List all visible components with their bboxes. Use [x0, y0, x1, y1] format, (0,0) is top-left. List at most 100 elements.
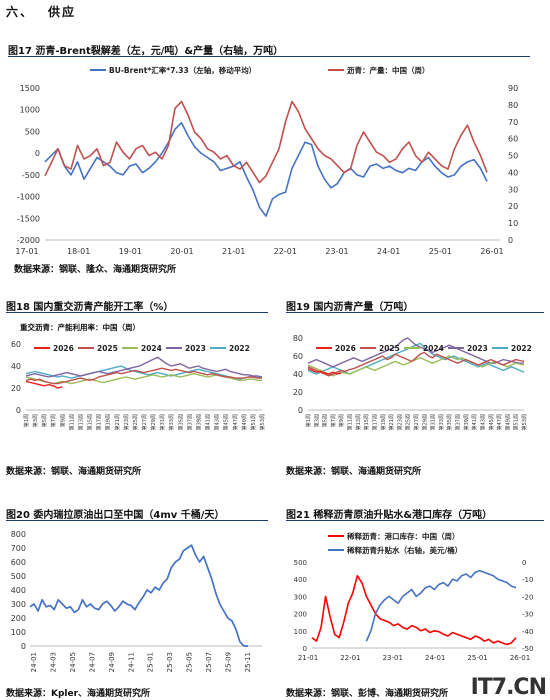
fig17-yright-tick-3: 30	[508, 185, 518, 194]
fig18-xlabel-3: 第7周	[50, 414, 57, 427]
fig18-series-4-line	[25, 365, 263, 380]
fig18-xlabel-9: 第19周	[105, 414, 112, 430]
fig20-ytick-7: 700	[11, 544, 26, 553]
fig17-xlabel-5: 22-01	[274, 247, 297, 256]
fig21-xlabel-0: 21-01	[298, 654, 318, 662]
fig20-ytick-5: 500	[11, 572, 26, 581]
fig19-source: 数据来源：钢联、海通期货研究所	[286, 467, 422, 477]
fig19-xlabel-2: 第5周	[322, 414, 329, 427]
fig19-xlabel-19: 第39周	[463, 414, 470, 430]
fig17-yright-tick-9: 90	[508, 84, 518, 93]
fig18-xlabel-11: 第23周	[123, 414, 130, 430]
fig21-xlabel-5: 26-01	[510, 654, 530, 662]
fig20-xlabel-7: 25-03	[166, 652, 174, 672]
fig17-yleft-tick-3: -500	[22, 171, 40, 180]
fig20-ytick-2: 200	[11, 614, 26, 623]
fig17-yright-tick-8: 80	[508, 101, 518, 110]
fig18-xlabel-10: 第21周	[114, 414, 121, 430]
fig19-ytick-3: 60	[293, 352, 303, 361]
fig18-xlabel-2: 第5周	[41, 414, 48, 427]
fig17-source: 数据来源：钢联、隆众、海通期货研究所	[14, 265, 177, 275]
fig18-xlabel-24: 第49周	[241, 414, 248, 430]
fig20-xlabel-5: 24-11	[127, 652, 135, 672]
fig19-xlabel-25: 第51周	[513, 414, 520, 430]
fig19-xlabel-5: 第11周	[347, 414, 354, 430]
fig17-series-1-line	[44, 100, 488, 184]
fig18-xlabel-14: 第29周	[150, 414, 157, 430]
fig18-source: 数据来源：钢联、海通期货研究所	[6, 467, 142, 477]
fig19-xlabel-18: 第37周	[455, 414, 462, 430]
fig21-yleft-tick-4: 400	[294, 576, 307, 584]
fig19-xlabel-3: 第7周	[330, 414, 337, 427]
fig19-xlabel-1: 第3周	[313, 414, 320, 427]
fig21-yleft-tick-5: 500	[294, 559, 307, 567]
fig17-yright-tick-2: 20	[508, 202, 518, 211]
fig20-xlabel-0: 24-01	[30, 652, 38, 672]
fig19-xlabel-10: 第21周	[388, 414, 395, 430]
fig21-yright-tick-4: -10	[522, 576, 533, 584]
fig19-xlabel-17: 第35周	[446, 414, 453, 430]
fig17-yleft-tick-1: -1500	[17, 214, 40, 223]
fig18-rule	[6, 312, 268, 313]
fig19-rule	[286, 312, 544, 313]
fig20-xlabel-10: 25-09	[225, 652, 233, 672]
fig17-yright-tick-0: 0	[508, 236, 513, 245]
fig18-xlabel-4: 第9周	[59, 414, 66, 427]
fig21-yright-tick-5: 0	[522, 559, 526, 567]
fig21-yleft-tick-0: 0	[303, 645, 307, 653]
fig18-xlabel-15: 第31周	[159, 414, 166, 430]
fig18-xlabel-25: 第51周	[250, 414, 257, 430]
fig20-xlabel-11: 25-11	[244, 652, 252, 672]
fig21-xlabel-1: 22-01	[340, 654, 360, 662]
fig19-legend-3-label: 2023	[467, 344, 488, 353]
fig19-chart: 0 20 40 60 80 第1周 第3周 第5周 第7周 第9周 第11周 第13周 第15周 第17周…	[293, 334, 532, 430]
fig21-xlabel-2: 23-01	[383, 654, 403, 662]
fig21-yleft-tick-2: 200	[294, 611, 307, 619]
corner-watermark: IT7.CN	[470, 675, 547, 700]
fig19-xlabel-26: 第53周	[521, 414, 528, 430]
fig18-ytick-0: 0	[16, 406, 21, 415]
fig18-xlabel-1: 第3周	[32, 414, 39, 427]
fig17-legend-1-label: 沥青：产量：中国（周）	[347, 65, 430, 75]
fig19-xlabel-15: 第31周	[430, 414, 437, 430]
fig19-series-1-line	[307, 351, 525, 377]
fig19-xlabel-14: 第29周	[421, 414, 428, 430]
fig18-ytick-3: 60	[11, 340, 21, 349]
fig17-yleft-tick-2: -1000	[17, 193, 40, 202]
fig19-xlabel-22: 第45周	[488, 414, 495, 430]
fig20-series-0-line	[29, 544, 248, 647]
fig19-caption: 图19 国内沥青产量（万吨）	[286, 302, 414, 313]
fig20-caption: 图20 委内瑞拉原油出口至中国（4mv 千桶/天）	[6, 510, 225, 521]
fig19-xlabel-23: 第47周	[496, 414, 503, 430]
fig20-rule	[6, 520, 268, 521]
fig18-series-1-line	[25, 367, 262, 385]
fig20-xlabel-8: 25-05	[186, 652, 194, 672]
fig18-ytick-2: 40	[11, 362, 21, 371]
fig19-xlabel-20: 第41周	[471, 414, 478, 430]
fig20-xlabel-6: 25-01	[147, 652, 155, 672]
fig18-legend-4-label: 2022	[229, 344, 250, 353]
fig17-xlabel-9: 26-01	[480, 247, 503, 256]
fig18-xlabel-12: 第25周	[132, 414, 139, 430]
fig19-ytick-0: 0	[298, 406, 303, 415]
fig19-xlabel-4: 第9周	[338, 414, 345, 427]
fig19-ytick-1: 20	[293, 388, 303, 397]
fig19-legend-2-label: 2024	[423, 344, 444, 353]
fig17-xlabel-2: 19-01	[119, 247, 142, 256]
fig17-yright-tick-5: 50	[508, 152, 518, 161]
fig18-xlabel-26: 第53周	[259, 414, 266, 430]
fig17-xlabel-8: 25-01	[429, 247, 452, 256]
fig20-xlabel-3: 24-07	[88, 652, 96, 672]
fig18-series-3-line	[25, 356, 263, 378]
fig20-xlabel-2: 24-05	[69, 652, 77, 672]
fig20-ytick-4: 400	[11, 586, 26, 595]
fig19-xlabel-8: 第17周	[371, 414, 378, 430]
fig18-subtitle: 重交沥青：产能利用率：中国（周）	[20, 322, 140, 332]
fig17-yright-tick-7: 70	[508, 118, 518, 127]
fig17-legend-0-label: BU-Brent*汇率*7.33（左轴，移动平均）	[109, 65, 256, 75]
fig21-series-0-line	[311, 574, 517, 646]
section-title: 供应	[48, 5, 77, 19]
fig18-xlabel-21: 第43周	[214, 414, 221, 430]
fig17-series-0-line	[44, 121, 488, 217]
